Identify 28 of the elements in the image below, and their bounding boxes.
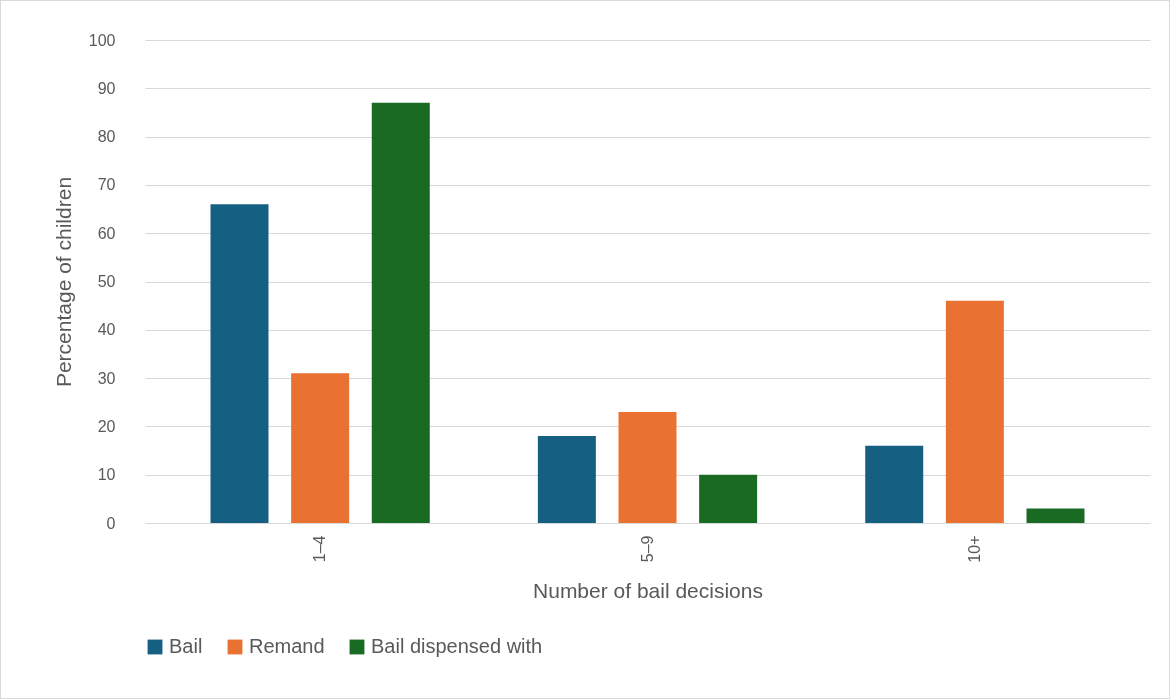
bar: [945, 300, 1004, 523]
legend-label: Bail: [169, 635, 203, 657]
y-tick-label: 60: [97, 224, 116, 242]
y-tick-label: 80: [97, 128, 116, 146]
bar: [371, 102, 430, 523]
bar: [865, 445, 924, 523]
x-tick-label: 5–9: [638, 535, 656, 563]
bar: [1026, 508, 1085, 523]
y-tick-label: 30: [97, 369, 116, 387]
x-tick-label: 10+: [965, 535, 983, 563]
y-tick-label: 40: [97, 321, 116, 339]
y-axis-title: Percentage of children: [51, 176, 75, 388]
y-tick-label: 70: [97, 176, 116, 194]
bar: [210, 204, 269, 523]
x-axis-title: Number of bail decisions: [533, 578, 763, 602]
bar: [618, 411, 677, 523]
legend-label: Bail dispensed with: [371, 635, 543, 657]
legend-label: Remand: [249, 635, 325, 657]
bar: [291, 373, 350, 523]
bar: [537, 436, 596, 523]
bar: [699, 474, 758, 523]
y-tick-label: 0: [106, 514, 116, 532]
y-tick-label: 100: [88, 31, 116, 49]
y-tick-label: 90: [97, 79, 116, 97]
x-tick-label: 1–4: [311, 535, 329, 563]
y-tick-label: 10: [97, 466, 116, 484]
y-tick-label: 20: [97, 417, 116, 435]
y-tick-label: 50: [97, 273, 116, 290]
